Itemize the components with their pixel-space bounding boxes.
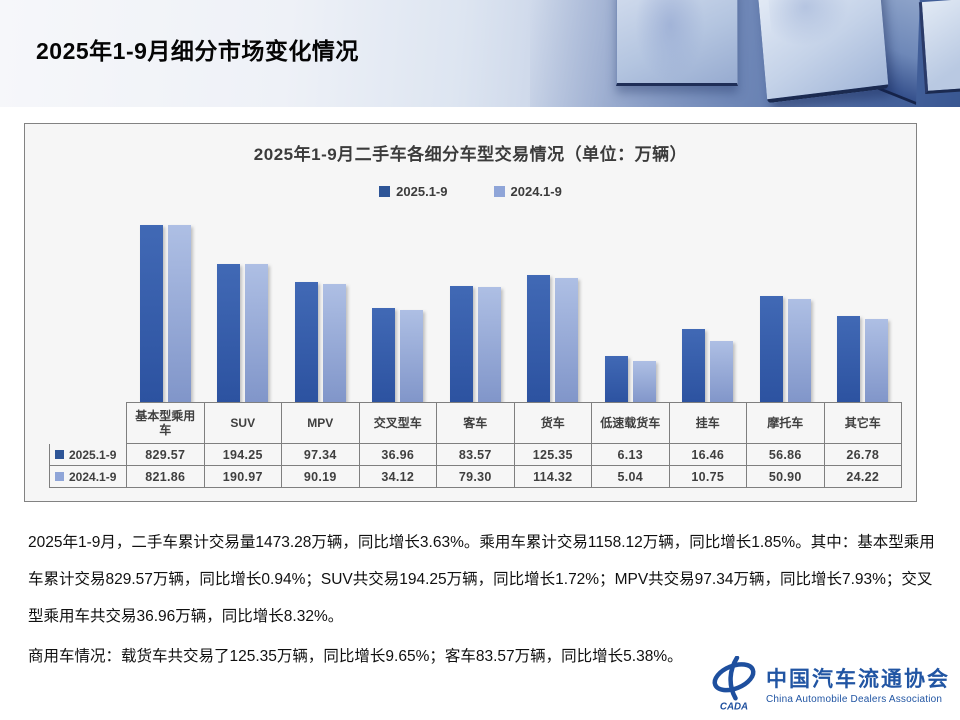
row-label-text: 2024.1-9: [69, 469, 117, 484]
table-category-header: 其它车: [824, 403, 901, 443]
table-row-label: 2024.1-9: [50, 466, 126, 487]
bar-2025.1-9: [527, 275, 551, 404]
cube-graphic-right: [918, 0, 960, 95]
table-category-header: MPV: [282, 403, 359, 443]
bar-plot: [127, 224, 902, 404]
table-category-header: 基本型乘用车: [127, 403, 204, 443]
legend-label-2025: 2025.1-9: [396, 184, 448, 199]
cube-graphic-center: [757, 0, 889, 104]
table-value: 34.12: [359, 466, 436, 487]
legend-item-2024: 2024.1-9: [493, 184, 562, 199]
table-category-header: 客车: [437, 403, 514, 443]
bar-2025.1-9: [682, 329, 706, 404]
bar-2024.1-9: [865, 319, 889, 404]
table-value: 821.86: [127, 466, 204, 487]
table-value: 90.19: [282, 466, 359, 487]
table-value: 79.30: [437, 466, 514, 487]
table-category-header: 货车: [514, 403, 591, 443]
legend-item-2025: 2025.1-9: [379, 184, 448, 199]
table-value: 36.96: [359, 444, 436, 465]
table-value: 6.13: [592, 444, 669, 465]
bar-group: [282, 281, 359, 404]
bar-2024.1-9: [555, 277, 579, 404]
bar-2024.1-9: [787, 299, 811, 404]
legend-label-2024: 2024.1-9: [510, 184, 562, 199]
table-value: 190.97: [204, 466, 281, 487]
table-value: 97.34: [282, 444, 359, 465]
table-category-header: 低速载货车: [592, 403, 669, 443]
paragraph-commercial-vehicles: 商用车情况：载货车共交易了125.35万辆，同比增长9.65%；客车83.57万…: [28, 648, 683, 665]
cada-emblem-icon: CADA: [712, 656, 756, 713]
bar-group: [437, 286, 514, 404]
header-banner: 2025年1-9月细分市场变化情况: [0, 0, 960, 107]
legend-swatch-2025: [379, 186, 391, 197]
bar-2024.1-9: [477, 287, 501, 404]
bar-2024.1-9: [632, 360, 656, 404]
row-swatch: [55, 450, 64, 459]
chart-legend: 2025.1-9 2024.1-9: [25, 184, 916, 199]
bar-2025.1-9: [217, 263, 241, 404]
table-value: 194.25: [204, 444, 281, 465]
table-category-header: 挂车: [669, 403, 746, 443]
bar-2024.1-9: [167, 225, 191, 404]
table-value: 829.57: [127, 444, 204, 465]
table-value: 16.46: [669, 444, 746, 465]
bar-2025.1-9: [449, 286, 473, 404]
table-value: 26.78: [824, 444, 901, 465]
paragraph-passenger-cars: 2025年1-9月，二手车累计交易量1473.28万辆，同比增长3.63%。乘用…: [28, 534, 935, 625]
logo-names: 中国汽车流通协会 China Automobile Dealers Associ…: [766, 663, 950, 705]
bar-2024.1-9: [245, 263, 269, 404]
bar-group: [205, 263, 282, 404]
bar-group: [670, 329, 747, 404]
bar-2025.1-9: [372, 307, 396, 404]
bar-2025.1-9: [294, 281, 318, 404]
table-value: 56.86: [747, 444, 824, 465]
bar-group: [747, 296, 824, 404]
table-corner-spacer: [49, 402, 126, 444]
bar-group: [515, 275, 592, 404]
table-category-header: 交叉型车: [359, 403, 436, 443]
cube-graphic-left: [616, 0, 738, 86]
chart-title: 2025年1-9月二手车各细分车型交易情况（单位：万辆）: [253, 145, 688, 164]
table-value: 5.04: [592, 466, 669, 487]
bar-2025.1-9: [604, 355, 628, 404]
table-value: 50.90: [747, 466, 824, 487]
logo-name-en: China Automobile Dealers Association: [766, 694, 943, 705]
table-value: 10.75: [669, 466, 746, 487]
table-category-header: 摩托车: [747, 403, 824, 443]
body-text: 2025年1-9月，二手车累计交易量1473.28万辆，同比增长3.63%。乘用…: [28, 524, 936, 675]
row-label-text: 2025.1-9: [69, 447, 117, 462]
bar-2025.1-9: [837, 316, 861, 404]
table-category-header: SUV: [204, 403, 281, 443]
bar-group: [825, 316, 902, 404]
svg-text:CADA: CADA: [720, 702, 748, 713]
bar-group: [360, 307, 437, 404]
bar-2025.1-9: [759, 296, 783, 404]
chart-data-table: 基本型乘用车 SUV MPV 交叉型车 客车 货车 低速载货车 挂车 摩托车 其它车 2025.1-…: [49, 402, 902, 488]
table-value: 24.22: [824, 466, 901, 487]
bar-group: [592, 355, 669, 404]
row-swatch: [55, 472, 64, 481]
table-value: 114.32: [514, 466, 591, 487]
bar-2025.1-9: [139, 224, 163, 404]
bar-2024.1-9: [400, 309, 424, 404]
table-value: 83.57: [437, 444, 514, 465]
table-row-label: 2025.1-9: [50, 444, 126, 465]
bar-group: [127, 224, 204, 404]
bar-2024.1-9: [710, 340, 734, 404]
chart-panel: 2025年1-9月二手车各细分车型交易情况（单位：万辆） 2025.1-9 20…: [24, 123, 917, 502]
logo-name-cn: 中国汽车流通协会: [766, 668, 950, 691]
slide-title: 2025年1-9月细分市场变化情况: [36, 38, 359, 64]
table-value: 125.35: [514, 444, 591, 465]
legend-swatch-2024: [493, 186, 505, 197]
association-logo: CADA 中国汽车流通协会 China Automobile Dealers A…: [710, 656, 950, 712]
bar-2024.1-9: [322, 284, 346, 404]
